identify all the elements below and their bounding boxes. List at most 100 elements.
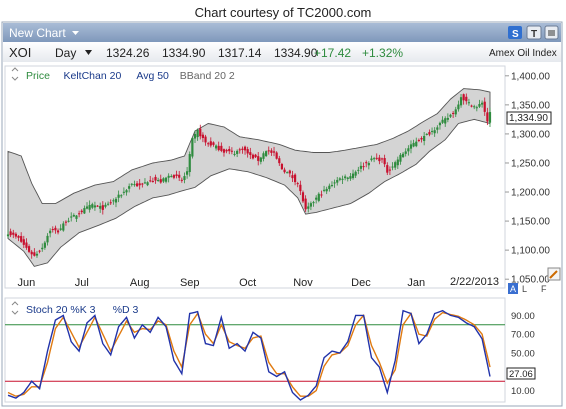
candle-body — [241, 148, 244, 151]
candle-body — [341, 178, 344, 180]
price-legend-item[interactable]: KeltChan 20 — [64, 70, 122, 82]
stoch-legend-item[interactable]: %D 3 — [113, 304, 139, 316]
candle-body — [399, 154, 402, 162]
candle-body — [328, 185, 331, 190]
candle-body — [357, 169, 360, 171]
y-tick-label: 1,050.00 — [511, 275, 550, 286]
t-button-label: T — [531, 29, 537, 40]
candle-body — [367, 163, 370, 166]
change-percent: +1.32% — [362, 46, 403, 60]
x-axis: Jun Jul Aug Sep Oct Nov Dec Jan — [18, 277, 426, 289]
candle-body — [62, 223, 65, 231]
candle — [333, 179, 336, 188]
candle-body — [191, 138, 194, 157]
candle-body — [475, 107, 478, 109]
candle-body — [249, 152, 252, 155]
candle-body — [428, 132, 431, 135]
candle-body — [278, 158, 281, 164]
candle-body — [35, 253, 39, 256]
candle — [328, 183, 331, 192]
candle-body — [6, 234, 10, 237]
candle-body — [212, 142, 215, 145]
candle — [249, 147, 252, 160]
candle-body — [54, 227, 57, 231]
a-button-label: A — [510, 284, 516, 294]
candle — [230, 147, 233, 155]
candle-body — [64, 221, 68, 223]
candle-body — [17, 235, 20, 238]
candle — [396, 156, 399, 169]
f-button[interactable]: F — [541, 284, 547, 294]
interval-dropdown-icon[interactable] — [85, 50, 92, 55]
candle-body — [33, 252, 36, 256]
candle — [275, 151, 278, 160]
candle — [251, 153, 255, 160]
candle-body — [56, 230, 60, 233]
price-legend-item[interactable]: BBand 20 2 — [180, 70, 235, 82]
courtesy-title: Chart courtesy of TC2000.com — [195, 5, 372, 20]
candle-body — [130, 183, 133, 185]
candle-body — [106, 203, 110, 205]
candle — [430, 127, 434, 135]
a-button[interactable] — [508, 283, 518, 294]
candle — [320, 190, 323, 198]
s-button[interactable] — [508, 26, 522, 39]
stoch-legend-item[interactable]: Stoch 20 %K 3 — [26, 304, 96, 316]
candle-body — [438, 122, 442, 126]
candle — [449, 113, 452, 118]
candle — [83, 205, 86, 215]
candle — [412, 139, 415, 148]
candle-body — [22, 239, 25, 245]
candle-body — [391, 166, 394, 168]
candle — [38, 249, 41, 254]
date-label: 2/22/2013 — [450, 276, 499, 288]
candle-body — [312, 202, 315, 204]
l-button[interactable]: L — [522, 284, 527, 294]
price-axis: 1,400.00 1,350.00 1,300.00 1,250.00 1,200.00… — [505, 71, 550, 286]
candle-body — [430, 130, 434, 132]
x-tick-label: Jun — [18, 277, 36, 289]
candle — [404, 148, 407, 157]
candle — [357, 166, 360, 175]
candle — [378, 154, 381, 165]
candle — [201, 132, 205, 143]
candle-body — [143, 182, 147, 184]
symbol-label[interactable]: XOI — [9, 45, 31, 60]
candle-body — [262, 153, 265, 159]
interval-label[interactable]: Day — [55, 46, 76, 60]
t-button[interactable] — [526, 25, 542, 40]
candle-body — [78, 213, 81, 215]
candle — [425, 133, 428, 136]
candle-body — [93, 205, 97, 208]
candle-body — [30, 251, 33, 255]
candle-body — [236, 150, 239, 154]
candle-body — [380, 158, 384, 160]
candle-body — [157, 180, 160, 182]
pane-resize-icon[interactable] — [11, 67, 19, 81]
candle-body — [246, 149, 249, 154]
candle — [209, 137, 212, 148]
candle — [41, 243, 44, 252]
candle — [212, 141, 215, 147]
stoch-pane-resize-icon[interactable] — [11, 301, 19, 315]
candle — [51, 226, 54, 233]
chevron-down-icon[interactable] — [72, 31, 79, 35]
price-legend-item[interactable]: Avg 50 — [136, 70, 169, 82]
new-chart-menu[interactable]: New Chart — [9, 26, 66, 40]
price-legend-item[interactable]: Price — [26, 70, 50, 82]
y-tick-label: 1,200.00 — [511, 188, 550, 199]
candle — [483, 97, 486, 116]
candle — [204, 134, 207, 146]
candle — [6, 230, 10, 238]
candle — [330, 181, 334, 188]
candle — [325, 186, 328, 195]
candle — [125, 188, 128, 196]
candle — [322, 185, 326, 193]
candle-body — [180, 179, 183, 181]
pencil-icon — [549, 270, 558, 279]
y-tick-label: 1,400.00 — [511, 71, 550, 82]
candle-body — [199, 128, 202, 137]
candle-body — [20, 236, 23, 242]
candle-body — [354, 171, 357, 176]
candle — [99, 202, 102, 213]
